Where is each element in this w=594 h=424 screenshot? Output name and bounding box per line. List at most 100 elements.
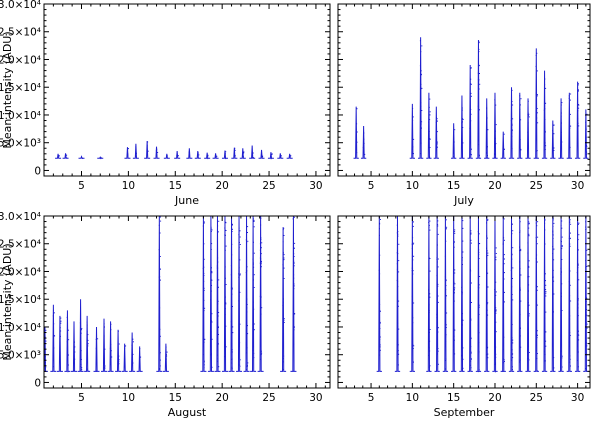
data-point: [158, 343, 160, 345]
data-point: [495, 310, 497, 312]
data-point: [578, 234, 580, 236]
data-point: [577, 83, 579, 85]
data-point: [412, 348, 414, 349]
data-point: [470, 84, 472, 85]
data-point: [503, 299, 504, 301]
data-point: [218, 366, 220, 368]
data-point: [435, 147, 437, 149]
data-point: [544, 102, 546, 104]
data-point: [577, 249, 579, 251]
data-point: [453, 289, 455, 290]
plot-area: [376, 216, 589, 373]
series-session-6: [77, 299, 84, 372]
data-point: [232, 306, 233, 307]
data-point: [569, 270, 571, 272]
data-point: [210, 336, 212, 338]
series-session-22: [574, 81, 581, 159]
data-point: [283, 254, 285, 256]
data-point: [569, 221, 571, 223]
data-point: [428, 121, 430, 123]
data-point: [429, 114, 431, 116]
data-point: [421, 87, 423, 89]
data-point: [159, 293, 160, 295]
data-point: [560, 142, 562, 143]
data-point: [486, 235, 488, 237]
data-point: [231, 287, 233, 289]
data-point: [544, 218, 546, 220]
data-point: [246, 369, 247, 371]
data-point: [211, 271, 213, 273]
data-point: [470, 318, 472, 320]
data-point: [536, 117, 538, 119]
data-point: [577, 366, 579, 368]
data-point: [537, 236, 539, 238]
data-point: [536, 150, 538, 152]
data-point: [520, 346, 522, 348]
data-point: [66, 316, 68, 318]
data-point: [238, 267, 240, 269]
data-point: [224, 229, 226, 231]
x-tick-label: 10: [406, 180, 419, 192]
data-point: [553, 124, 555, 126]
data-point: [104, 365, 106, 367]
data-point: [379, 339, 381, 340]
data-point: [118, 355, 120, 357]
series-session-20: [558, 216, 564, 372]
data-point: [494, 137, 496, 139]
data-point: [519, 231, 521, 233]
data-point: [245, 239, 247, 241]
series-session-24: [250, 216, 257, 372]
data-point: [543, 109, 545, 111]
data-point: [217, 326, 219, 328]
data-point: [461, 293, 463, 295]
data-point: [560, 225, 562, 226]
data-point: [260, 358, 262, 360]
data-point: [282, 259, 284, 261]
data-point: [470, 232, 472, 234]
data-point: [478, 354, 480, 356]
data-point: [577, 314, 579, 316]
data-point: [462, 251, 464, 253]
data-point: [528, 313, 530, 315]
data-point: [224, 277, 226, 279]
data-point: [73, 355, 75, 357]
data-point: [356, 108, 358, 110]
data-point: [216, 360, 218, 362]
data-point: [461, 291, 463, 293]
series-session-12: [194, 150, 201, 159]
data-point: [132, 362, 134, 364]
data-point: [536, 108, 538, 109]
data-point: [544, 360, 546, 362]
series-session-16: [162, 343, 169, 372]
data-point: [189, 155, 190, 157]
data-point: [261, 307, 263, 309]
data-point: [428, 319, 430, 321]
data-point: [246, 273, 247, 275]
data-point: [231, 254, 233, 256]
data-point: [487, 218, 489, 220]
data-point: [231, 366, 233, 368]
data-point: [260, 258, 262, 260]
data-point: [445, 285, 447, 287]
data-point: [462, 119, 464, 120]
data-point: [230, 274, 232, 276]
data-point: [118, 343, 120, 345]
data-point: [58, 155, 60, 157]
data-point: [177, 155, 178, 157]
data-point: [253, 357, 255, 359]
data-point: [231, 333, 233, 335]
data-point: [504, 272, 505, 274]
data-point: [217, 358, 219, 360]
data-point: [511, 349, 513, 351]
data-point: [570, 365, 571, 367]
series-session-20: [221, 216, 228, 372]
data-point: [81, 367, 83, 369]
data-point: [437, 350, 439, 352]
data-point: [293, 265, 295, 267]
data-point: [479, 83, 481, 85]
data-point: [544, 293, 546, 295]
data-point: [238, 242, 240, 243]
data-point: [413, 221, 414, 223]
data-point: [454, 232, 456, 234]
data-point: [224, 221, 226, 223]
